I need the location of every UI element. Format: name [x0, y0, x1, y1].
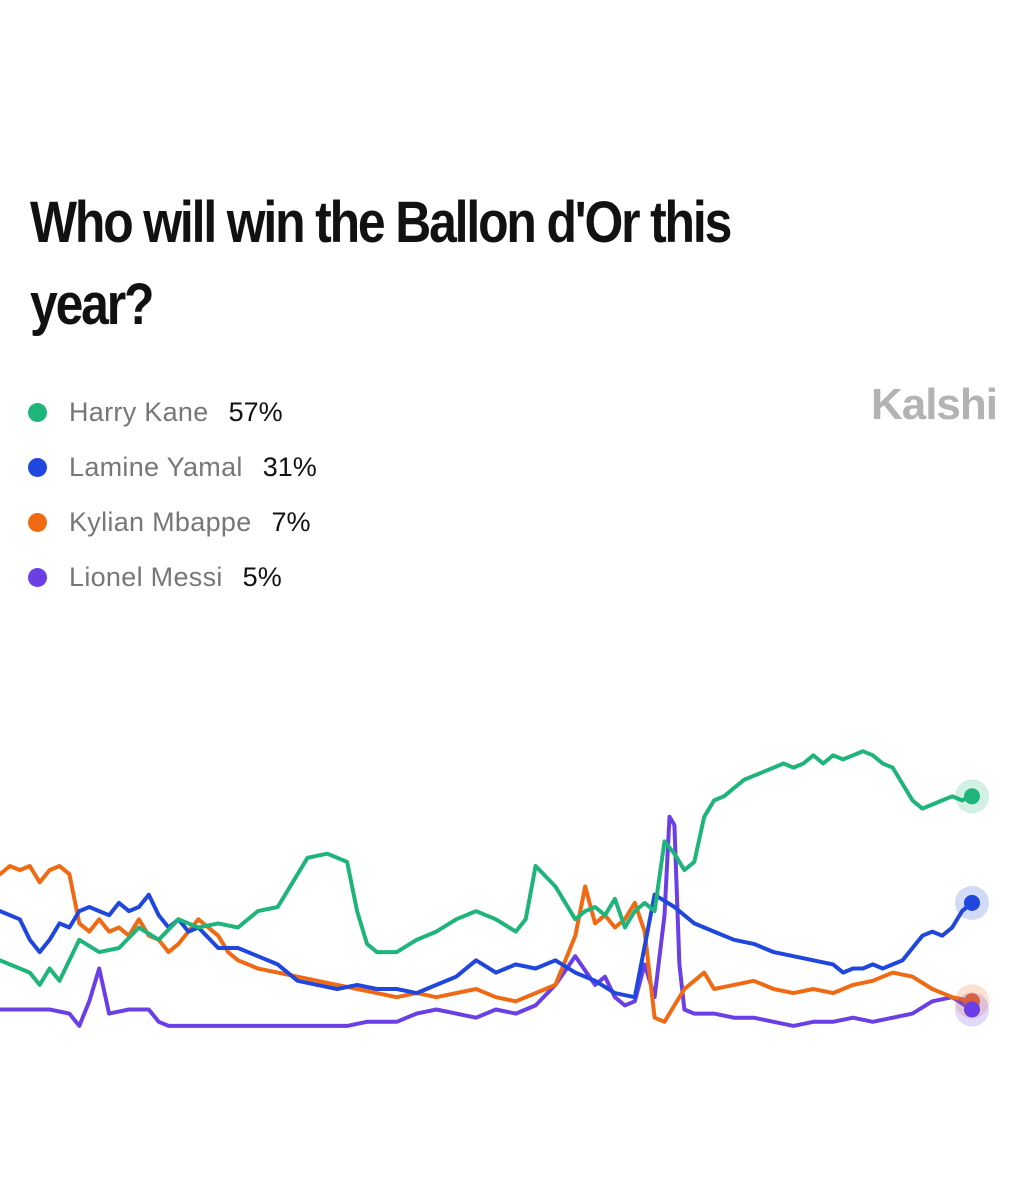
legend-name: Harry Kane	[69, 397, 209, 427]
series-line-lionel-messi[interactable]	[0, 814, 974, 1028]
legend-value: 57%	[228, 397, 283, 427]
endpoint-dot-lionel-messi[interactable]	[964, 1001, 980, 1018]
endpoint-dot-harry-kane[interactable]	[964, 788, 980, 805]
legend-dot-icon	[28, 513, 47, 532]
legend-value: 31%	[262, 452, 317, 482]
endpoint-dot-lamine-yamal[interactable]	[964, 894, 980, 911]
series-line-harry-kane[interactable]	[0, 749, 974, 987]
legend-item-harry-kane: Harry Kane 57%	[28, 385, 317, 440]
legend-name: Kylian Mbappe	[69, 507, 252, 537]
legend-item-lionel-messi: Lionel Messi 5%	[28, 550, 317, 605]
legend-dot-icon	[28, 403, 47, 422]
line-chart[interactable]	[0, 600, 1025, 1060]
chart-title: Who will win the Ballon d'Or this year?	[30, 190, 732, 337]
chart-legend: Harry Kane 57% Lamine Yamal 31% Kylian M…	[28, 385, 317, 605]
legend-name: Lamine Yamal	[69, 452, 243, 482]
legend-item-lamine-yamal: Lamine Yamal 31%	[28, 440, 317, 495]
series-line-lamine-yamal[interactable]	[0, 892, 974, 1000]
kalshi-logo: Kalshi	[870, 380, 998, 429]
legend-item-kylian-mbappe: Kylian Mbappe 7%	[28, 495, 317, 550]
legend-value: 5%	[242, 562, 282, 592]
legend-dot-icon	[28, 568, 47, 587]
legend-name: Lionel Messi	[69, 562, 223, 592]
series-line-kylian-mbappe[interactable]	[0, 864, 974, 1024]
legend-value: 7%	[271, 507, 311, 537]
legend-dot-icon	[28, 458, 47, 477]
